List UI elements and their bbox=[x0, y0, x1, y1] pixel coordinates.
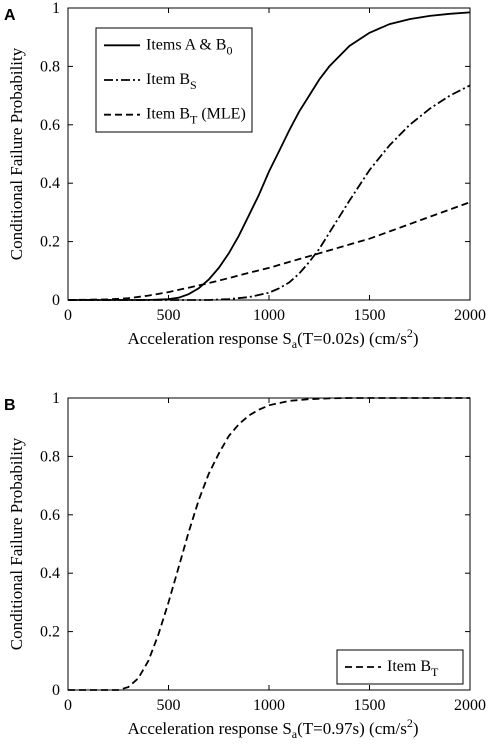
legend: Items A & B0 Item BS Item BT (MLE) bbox=[95, 27, 253, 133]
y-tick-label: 1 bbox=[52, 0, 60, 17]
x-tick-label: 500 bbox=[157, 307, 181, 324]
y-axis-label: Conditional Failure Probability bbox=[7, 47, 26, 260]
y-tick-label: 0 bbox=[52, 292, 60, 309]
x-tick-label: 0 bbox=[64, 307, 72, 324]
panel-label: A bbox=[4, 7, 16, 24]
x-tick-label: 1000 bbox=[253, 307, 285, 324]
series-line-dashdot bbox=[68, 84, 471, 301]
x-tick-label: 500 bbox=[157, 697, 181, 714]
y-tick-label: 0.2 bbox=[40, 234, 60, 251]
legend: Item BT bbox=[336, 649, 464, 685]
legend-entry: Item BT (MLE) bbox=[146, 106, 246, 127]
y-tick-label: 1 bbox=[52, 390, 60, 407]
series-line-dashed bbox=[67, 201, 471, 301]
y-tick-label: 0.6 bbox=[40, 507, 60, 524]
x-tick-label: 1500 bbox=[354, 307, 386, 324]
x-tick-label: 0 bbox=[64, 697, 72, 714]
panel-label: B bbox=[4, 397, 16, 414]
x-axis-label: Acceleration response Sa(T=0.97s) (cm/s2… bbox=[128, 716, 419, 741]
legend-entry: Items A & B0 bbox=[146, 36, 232, 57]
x-axis-label: Acceleration response Sa(T=0.02s) (cm/s2… bbox=[128, 326, 419, 351]
chart-panel-a: A 0 500 1000 1500 2000 0 0.2 0.4 0.6 0.8 1 Condition… bbox=[4, 0, 486, 351]
y-tick-label: 0.8 bbox=[40, 448, 60, 465]
y-axis-label: Conditional Failure Probability bbox=[7, 437, 26, 650]
chart-panel-b: B 0 500 1000 1500 2000 0 0.2 0.4 0.6 0.8 1 Condition… bbox=[4, 390, 486, 741]
y-tick-label: 0.8 bbox=[40, 58, 60, 75]
series-line-dashed bbox=[68, 397, 470, 691]
y-tick-label: 0.2 bbox=[40, 624, 60, 641]
y-tick-label: 0.4 bbox=[40, 565, 60, 582]
x-tick-label: 2000 bbox=[454, 307, 486, 324]
x-tick-label: 2000 bbox=[454, 697, 486, 714]
y-tick-label: 0.4 bbox=[40, 175, 60, 192]
x-tick-label: 1500 bbox=[354, 697, 386, 714]
series-line-solid bbox=[68, 11, 471, 301]
y-tick-label: 0.6 bbox=[40, 117, 60, 134]
plot-frame bbox=[67, 397, 471, 691]
legend-entry: Item BS bbox=[146, 71, 197, 92]
x-tick-label: 1000 bbox=[253, 697, 285, 714]
y-tick-label: 0 bbox=[52, 682, 60, 699]
legend-entry: Item BT bbox=[387, 658, 439, 679]
